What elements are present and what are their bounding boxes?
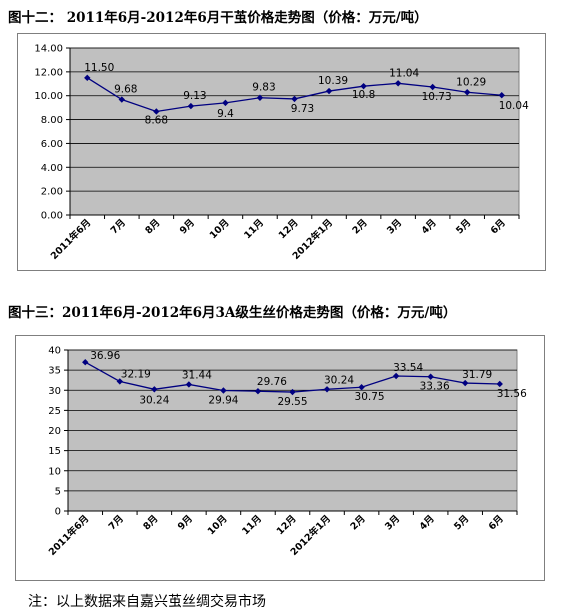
- chart2-x-tick-label: 3月: [383, 513, 402, 532]
- chart2-data-point: [427, 373, 434, 380]
- chart2-data-point: [116, 378, 124, 385]
- chart1-y-tick-label: 8.00: [41, 115, 63, 126]
- chart2-data-label: 29.76: [257, 376, 287, 388]
- chart1-data-point: [291, 95, 298, 103]
- chart2-x-tick-label: 6月: [487, 513, 506, 532]
- chart1-data-point: [84, 74, 91, 82]
- chart1-title: 图十二： 2011年6月-2012年6月干茧价格走势图（价格：万元/吨）: [8, 10, 428, 26]
- chart2-x-tick-label: 10月: [206, 513, 230, 537]
- chart2-x-tick-label: 12月: [275, 513, 299, 537]
- chart1-data-label: 9.4: [217, 108, 234, 120]
- chart2-y-tick-label: 15: [48, 446, 61, 457]
- chart2-data-label: 29.55: [277, 396, 307, 408]
- chart2-x-tick-label: 9月: [176, 513, 195, 532]
- chart1-data-point: [394, 80, 402, 87]
- chart1-data-label: 9.13: [183, 90, 206, 102]
- chart1-plot-area: [69, 47, 520, 216]
- chart2-data-point: [392, 372, 400, 380]
- chart1-data-label: 8.68: [145, 114, 168, 126]
- chart1-y-tick-label: 4.00: [41, 163, 63, 174]
- chart2-data-label: 31.56: [497, 388, 527, 400]
- chart1-y-tick-label: 6.00: [41, 139, 63, 150]
- chart1-data-point: [325, 87, 333, 95]
- chart1-data-label: 10.39: [318, 75, 348, 87]
- chart1-data-point: [222, 99, 229, 107]
- chart2-x-tick-label: 7月: [107, 513, 126, 532]
- chart2-y-tick-label: 0: [55, 507, 61, 518]
- chart1-data-label: 10.8: [352, 89, 375, 101]
- chart2-data-label: 33.36: [420, 381, 450, 393]
- chart2-data-point: [151, 386, 158, 393]
- chart2-data-point: [289, 388, 296, 396]
- chart2-data-label: 31.44: [182, 369, 212, 381]
- chart2-x-tick-label: 4月: [418, 513, 437, 532]
- chart2-x-tick-label: 2011年6月: [46, 513, 91, 558]
- chart2-data-point: [82, 359, 89, 366]
- chart1-data-point: [360, 82, 367, 90]
- chart2-title: 图十三：2011年6月-2012年6月3A级生丝价格走势图（价格：万元/吨）: [8, 305, 457, 321]
- chart2-x-tick-label: 5月: [452, 513, 471, 532]
- chart2-x-tick-label: 8月: [141, 513, 160, 532]
- chart1-data-label: 11.50: [84, 62, 114, 74]
- chart1-data-label: 10.04: [499, 100, 529, 112]
- chart1-data-label: 9.73: [291, 103, 314, 115]
- chart1-data-point: [153, 108, 160, 115]
- chart2-data-point: [323, 386, 331, 393]
- chart2-data-point: [358, 384, 365, 391]
- chart2-data-point: [220, 387, 227, 394]
- chart1-y-tick-label: 12.00: [34, 67, 63, 78]
- chart2-data-point: [496, 380, 503, 388]
- chart2-y-tick-label: 5: [55, 486, 61, 497]
- chart1-y-tick-label: 14.00: [34, 44, 63, 55]
- chart2-data-label: 32.19: [121, 368, 151, 380]
- chart1-data-point: [498, 92, 505, 99]
- chart1-y-tick-label: 0.00: [41, 211, 63, 222]
- chart1-y-tick-label: 10.00: [34, 91, 63, 102]
- chart1-data-label: 10.73: [422, 91, 452, 103]
- chart1-data-label: 11.04: [389, 67, 419, 79]
- chart2-x-tick-label: 2月: [349, 513, 368, 532]
- chart2-y-tick-label: 30: [48, 386, 61, 397]
- chart2-data-label: 29.94: [208, 394, 238, 406]
- chart1-data-label: 9.83: [252, 82, 275, 94]
- chart2-data-label: 31.79: [462, 369, 492, 381]
- chart2-data-point: [254, 388, 262, 395]
- chart1-data-point: [118, 96, 126, 103]
- chart2-x-tick-label: 11月: [240, 513, 264, 537]
- chart2-data-label: 30.24: [324, 374, 354, 386]
- chart2-data-point: [185, 381, 193, 388]
- chart1-data-label: 9.68: [114, 84, 137, 96]
- chart2-y-tick-label: 25: [48, 406, 61, 417]
- chart2-data-label: 36.96: [90, 350, 120, 362]
- chart2-data-label: 30.75: [355, 391, 385, 403]
- chart1-data-point: [256, 94, 264, 101]
- chart1-data-point: [187, 102, 195, 110]
- chart1-data-label: 10.29: [456, 76, 486, 88]
- chart2-y-tick-label: 35: [48, 366, 61, 377]
- chart1-data-point: [429, 83, 436, 91]
- source-note: 注：以上数据来自嘉兴茧丝绸交易市场: [28, 594, 266, 610]
- chart2-data-label: 30.24: [139, 394, 169, 406]
- chart2-data-point: [461, 379, 469, 387]
- chart2-y-tick-label: 20: [48, 426, 61, 437]
- chart1-y-tick-label: 2.00: [41, 187, 63, 198]
- chart2-y-tick-label: 40: [48, 346, 61, 357]
- chart2-data-label: 33.54: [393, 362, 423, 374]
- chart1-data-point: [463, 89, 471, 96]
- chart2-y-tick-label: 10: [48, 466, 61, 477]
